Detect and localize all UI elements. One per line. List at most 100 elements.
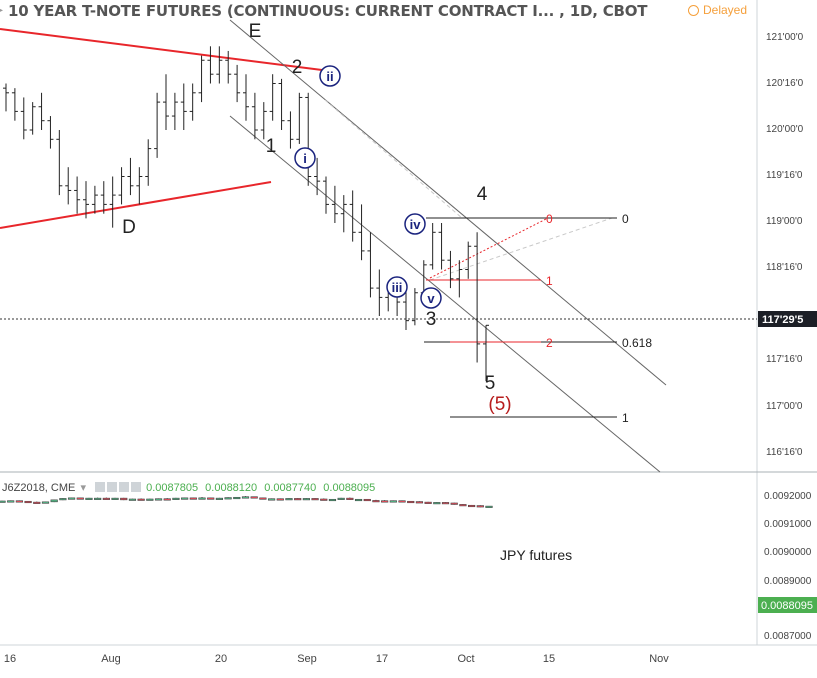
indicator-open: 0.0087805	[146, 482, 199, 494]
jpy-candle	[250, 496, 258, 499]
circled-label-i: i	[294, 147, 316, 169]
jpy-candle	[424, 501, 432, 504]
jpy-last-price-label: 0.0088095	[761, 600, 813, 612]
jpy-candle	[363, 498, 371, 502]
price-axis-tick: 120'00'0	[766, 124, 804, 135]
circled-label-iv: iv	[404, 213, 426, 235]
price-bar	[340, 195, 347, 233]
jpy-candle	[372, 499, 380, 503]
last-price-badge	[758, 311, 817, 327]
jpy-candle	[320, 498, 328, 501]
add-icon[interactable]	[119, 482, 130, 492]
eye-icon[interactable]	[95, 482, 106, 492]
circled-label-iv-text: iv	[410, 217, 422, 232]
collapse-chevron-icon[interactable]: ▸	[0, 1, 3, 18]
jpy-candle	[285, 498, 293, 501]
price-bar	[376, 269, 383, 316]
jpy-candle	[137, 498, 145, 501]
clock-icon	[688, 5, 699, 16]
jpy-candle	[302, 498, 310, 501]
chart-title: 10 YEAR T-NOTE FUTURES (CONTINUOUS: CURR…	[8, 2, 648, 20]
jpy-candle	[198, 496, 206, 500]
price-bar	[189, 83, 196, 121]
jpy-candle	[450, 502, 458, 505]
jpy-candle	[398, 500, 406, 503]
jpy-candle	[189, 497, 197, 500]
jpy-candle	[120, 497, 128, 501]
price-bar	[216, 46, 223, 84]
jpy-candle	[415, 501, 424, 504]
jpy-candle	[59, 498, 67, 501]
jpy-candle	[459, 504, 467, 507]
jpy-candle	[128, 498, 137, 501]
jpy-candle	[172, 497, 180, 500]
price-axis-tick: 117'16'0	[766, 354, 803, 365]
jpy-candle	[433, 502, 441, 505]
price-bar	[118, 167, 125, 205]
wave-label-paren-5: (5)	[488, 394, 511, 415]
indicator-header: J6Z2018, CME ▾ 0.0087805 0.0088120 0.008…	[2, 481, 379, 494]
price-bar	[278, 78, 285, 130]
jpy-futures-label: JPY futures	[500, 547, 572, 563]
wave-label-D: D	[122, 217, 136, 238]
jpy-candle	[215, 497, 224, 500]
price-bar	[56, 130, 63, 196]
price-bar	[3, 83, 9, 112]
triangle-upper-line	[0, 28, 323, 71]
price-bar	[65, 167, 72, 205]
jpy-candle	[85, 497, 93, 500]
time-axis-tick: Aug	[101, 653, 121, 665]
wave-label-2: 2	[292, 57, 303, 78]
chart-header: ▸ 10 YEAR T-NOTE FUTURES (CONTINUOUS: CU…	[0, 0, 757, 22]
price-bar	[38, 92, 45, 130]
indicator-dropdown-icon[interactable]: ▾	[80, 482, 86, 494]
price-axis-tick: 116'16'0	[766, 447, 803, 458]
triangle-lower-line	[0, 181, 272, 229]
fib-right-0618: 0.618	[622, 336, 652, 350]
time-axis-tick: Sep	[297, 653, 317, 665]
circled-label-v: v	[420, 287, 442, 309]
price-bar	[465, 241, 472, 279]
price-bar	[367, 232, 374, 298]
price-bar	[474, 232, 481, 363]
price-bar	[109, 176, 116, 228]
jpy-candle	[33, 501, 41, 504]
jpy-axis-tick: 0.0091000	[764, 519, 812, 530]
jpy-candle	[50, 499, 58, 503]
jpy-candle	[233, 496, 241, 500]
circled-label-iii-text: iii	[392, 280, 403, 295]
price-bar	[11, 88, 18, 121]
jpy-candle	[41, 501, 50, 504]
fib-dashed-guide-2	[429, 217, 613, 281]
circled-label-ii: ii	[319, 65, 341, 87]
settings-icon[interactable]	[107, 482, 118, 492]
price-bar	[456, 260, 463, 298]
price-bar	[483, 324, 489, 382]
price-bar	[127, 157, 134, 196]
price-bar	[305, 92, 312, 186]
price-bar	[296, 92, 303, 144]
jpy-candle	[7, 500, 15, 503]
jpy-candle	[146, 498, 154, 501]
indicator-high: 0.0088120	[205, 482, 258, 494]
jpy-candle	[111, 497, 119, 500]
price-bar	[83, 181, 89, 219]
price-axis-tick: 119'00'0	[766, 216, 803, 227]
wave-label-1: 1	[266, 136, 277, 157]
price-bar	[287, 111, 294, 149]
price-bar	[91, 185, 98, 214]
price-axis-tick: 119'16'0	[766, 170, 803, 181]
price-bar	[403, 288, 409, 330]
price-bar	[358, 204, 365, 261]
price-bar	[207, 46, 214, 84]
price-bar	[74, 176, 81, 214]
jpy-last-price-badge	[758, 597, 817, 613]
indicator-low: 0.0087740	[264, 482, 317, 494]
close-icon[interactable]	[131, 482, 142, 492]
jpy-candle	[407, 500, 415, 504]
circled-label-v-text: v	[427, 291, 435, 306]
price-bar	[20, 97, 27, 140]
fib-red-1: 1	[546, 274, 553, 288]
price-bar	[198, 55, 205, 103]
